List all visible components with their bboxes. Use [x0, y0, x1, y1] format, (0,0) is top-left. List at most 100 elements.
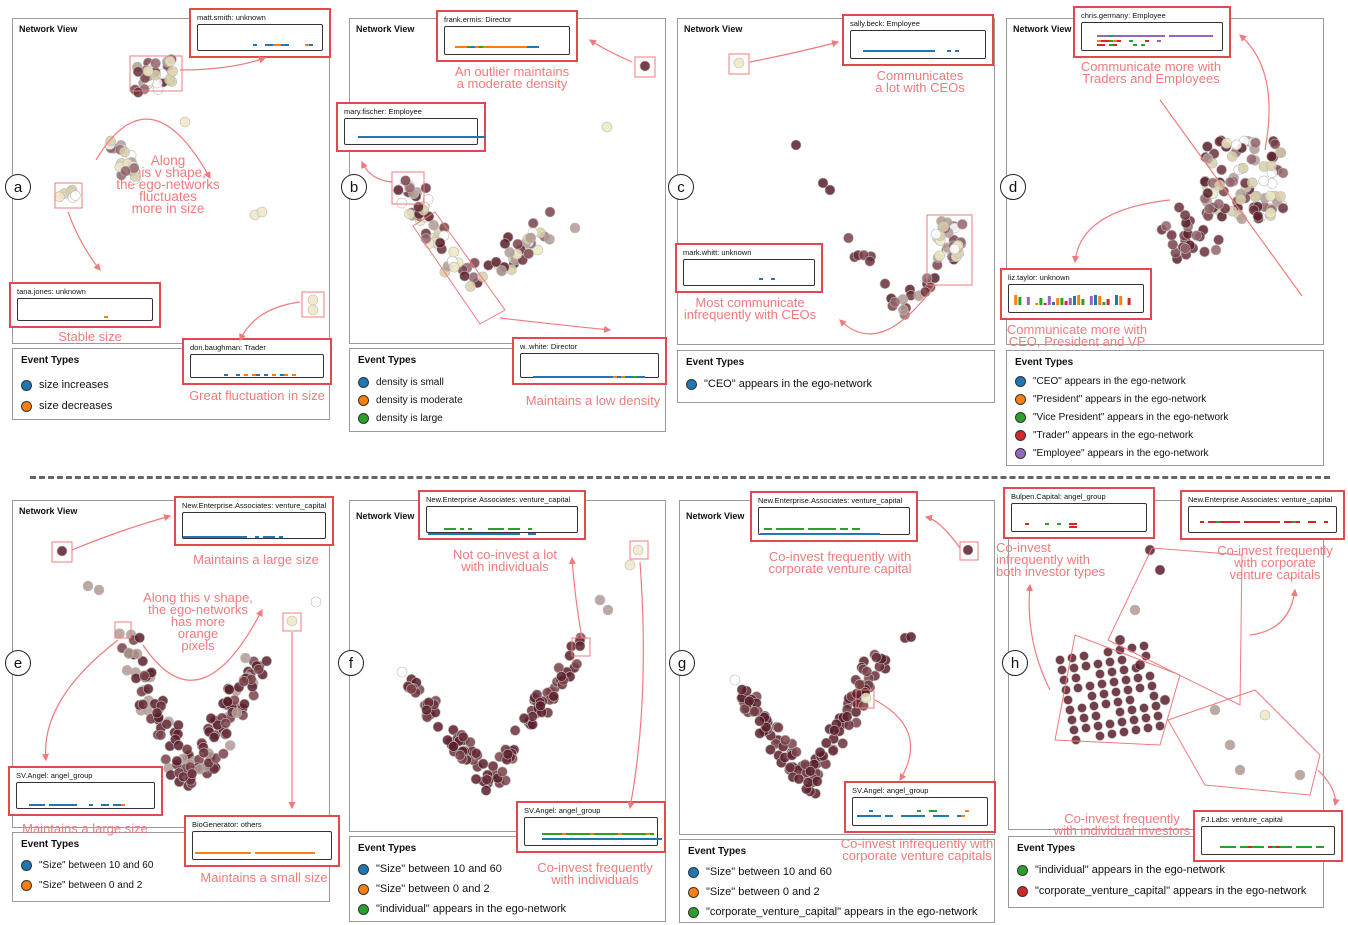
node-point	[1114, 634, 1126, 646]
event-bar	[581, 376, 585, 378]
annotation: Co-invest infrequently with corporate ve…	[840, 836, 994, 863]
node-point	[142, 683, 154, 695]
green-dot-icon	[1017, 864, 1028, 876]
event-bar	[65, 804, 69, 806]
node-point	[1131, 725, 1141, 735]
event-bar	[1181, 35, 1185, 37]
node-point	[1105, 657, 1115, 667]
node-point	[434, 237, 446, 249]
event-bar	[919, 50, 923, 52]
event-bar	[299, 852, 303, 854]
node-point	[406, 683, 417, 695]
event-bar	[1248, 521, 1252, 523]
event-bar	[463, 46, 467, 48]
event-bar	[857, 815, 861, 817]
event-bar	[602, 838, 606, 840]
event-bar	[923, 50, 927, 52]
tooltip: tana.jones: unknown	[9, 282, 161, 328]
legend-item: "Size" between 10 and 60	[21, 860, 153, 871]
node-point	[131, 648, 143, 660]
event-bar	[515, 46, 519, 48]
event-bar	[638, 838, 642, 840]
network-view-h[interactable]	[1008, 500, 1324, 830]
event-bar	[1284, 846, 1288, 848]
event-bar	[875, 50, 879, 52]
event-bar	[187, 536, 191, 538]
event-bar	[557, 376, 561, 378]
event-bar	[528, 533, 532, 535]
event-bar	[796, 528, 800, 530]
node-point	[1191, 230, 1202, 241]
node-point	[487, 761, 499, 772]
legend-title: Event Types	[358, 355, 417, 366]
event-bar	[448, 528, 452, 530]
node-point	[448, 261, 460, 273]
node-point	[1119, 727, 1129, 737]
event-bar	[471, 46, 475, 48]
event-bar	[606, 838, 610, 840]
event-bar	[49, 804, 53, 806]
event-bar	[467, 46, 471, 48]
node-point	[457, 731, 469, 743]
node-point	[556, 671, 567, 682]
event-bar	[472, 533, 476, 535]
node-point	[497, 766, 508, 778]
event-bar	[504, 533, 508, 535]
node-point	[1237, 162, 1249, 174]
event-bar	[549, 376, 553, 378]
event-bar	[273, 44, 277, 46]
node-point	[871, 652, 882, 663]
event-bar	[865, 815, 869, 817]
legend-item: "Vice President" appears in the ego-netw…	[1015, 412, 1228, 423]
event-bar	[832, 528, 836, 530]
node-point	[1109, 677, 1119, 687]
event-bar	[480, 533, 484, 535]
node-point	[164, 56, 176, 67]
event-bar	[211, 852, 215, 854]
event-bar	[452, 533, 456, 535]
event-bar	[1077, 295, 1081, 305]
event-bar	[1129, 40, 1133, 42]
event-bar	[1137, 35, 1141, 37]
node-point	[1085, 681, 1095, 691]
event-bar	[869, 810, 873, 812]
node-point	[238, 676, 250, 687]
event-bar	[650, 838, 654, 840]
event-bar	[840, 528, 844, 530]
event-bar	[633, 376, 637, 378]
node-point	[1167, 239, 1179, 250]
event-bar	[614, 833, 618, 835]
event-bar	[614, 838, 618, 840]
arrow	[179, 56, 267, 71]
orange-dot-icon	[358, 883, 369, 895]
node-point	[544, 206, 556, 218]
event-bar	[487, 46, 491, 48]
event-bar	[456, 533, 460, 535]
event-bar	[508, 528, 512, 530]
node-point	[231, 707, 243, 719]
node-point	[286, 615, 298, 627]
network-view-g[interactable]: Network View	[679, 500, 995, 835]
node-point	[481, 774, 493, 785]
node-point	[1107, 667, 1117, 677]
node-point	[860, 692, 872, 704]
event-bar	[1094, 295, 1097, 305]
blue-dot-icon	[1015, 376, 1026, 387]
event-bar	[482, 136, 486, 138]
node-point	[1144, 544, 1156, 556]
event-bar	[195, 536, 199, 538]
node-point	[240, 652, 251, 664]
event-bar	[824, 528, 828, 530]
node-point	[1265, 190, 1276, 202]
event-bar	[1320, 846, 1324, 848]
event-bar	[281, 44, 285, 46]
node-point	[1147, 681, 1157, 691]
node-point	[1079, 713, 1089, 723]
event-bar	[947, 50, 951, 52]
event-bar	[931, 50, 935, 52]
event-bar	[207, 536, 211, 538]
event-bar	[1101, 35, 1105, 37]
event-bar	[523, 46, 527, 48]
node-point	[396, 197, 408, 209]
node-point	[736, 684, 748, 695]
